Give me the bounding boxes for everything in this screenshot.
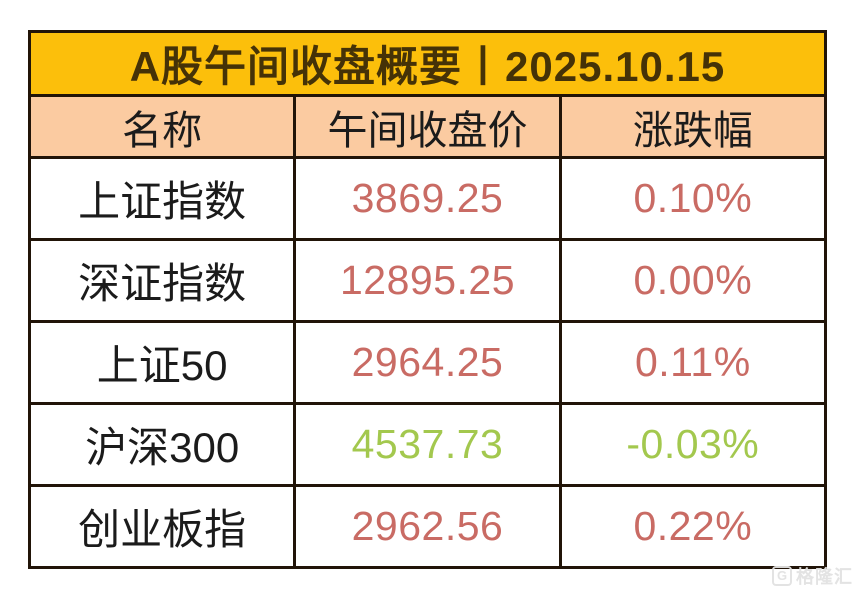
index-change: -0.03% (558, 402, 828, 487)
index-name: 深证指数 (27, 238, 297, 323)
gelonghui-watermark: G 格隆汇 (772, 563, 853, 589)
index-name: 上证指数 (27, 156, 297, 241)
index-change: 0.00% (558, 238, 828, 323)
table-row: 深证指数 12895.25 0.00% (27, 238, 828, 323)
table-row: 上证指数 3869.25 0.10% (27, 156, 828, 241)
index-price: 3869.25 (293, 156, 562, 241)
table-row: 创业板指 2962.56 0.22% (27, 484, 828, 569)
index-name: 上证50 (27, 320, 297, 405)
column-header-name: 名称 (27, 94, 297, 159)
index-name: 沪深300 (27, 402, 297, 487)
index-price: 2964.25 (293, 320, 562, 405)
column-header-price: 午间收盘价 (293, 94, 562, 159)
table-row: 沪深300 4537.73 -0.03% (27, 402, 828, 487)
index-price: 2962.56 (293, 484, 562, 569)
table-row: 上证50 2964.25 0.11% (27, 320, 828, 405)
page-title: A股午间收盘概要丨2025.10.15 (28, 30, 827, 97)
market-summary-table: A股午间收盘概要丨2025.10.15 名称 午间收盘价 涨跌幅 上证指数 38… (27, 30, 828, 569)
column-header-change: 涨跌幅 (558, 94, 828, 159)
index-name: 创业板指 (27, 484, 297, 569)
index-change: 0.10% (558, 156, 828, 241)
index-price: 12895.25 (293, 238, 562, 323)
watermark-label: 格隆汇 (796, 567, 853, 587)
gelonghui-logo-icon: G (772, 566, 792, 586)
index-change: 0.22% (558, 484, 828, 569)
index-price: 4537.73 (293, 402, 562, 487)
index-change: 0.11% (558, 320, 828, 405)
